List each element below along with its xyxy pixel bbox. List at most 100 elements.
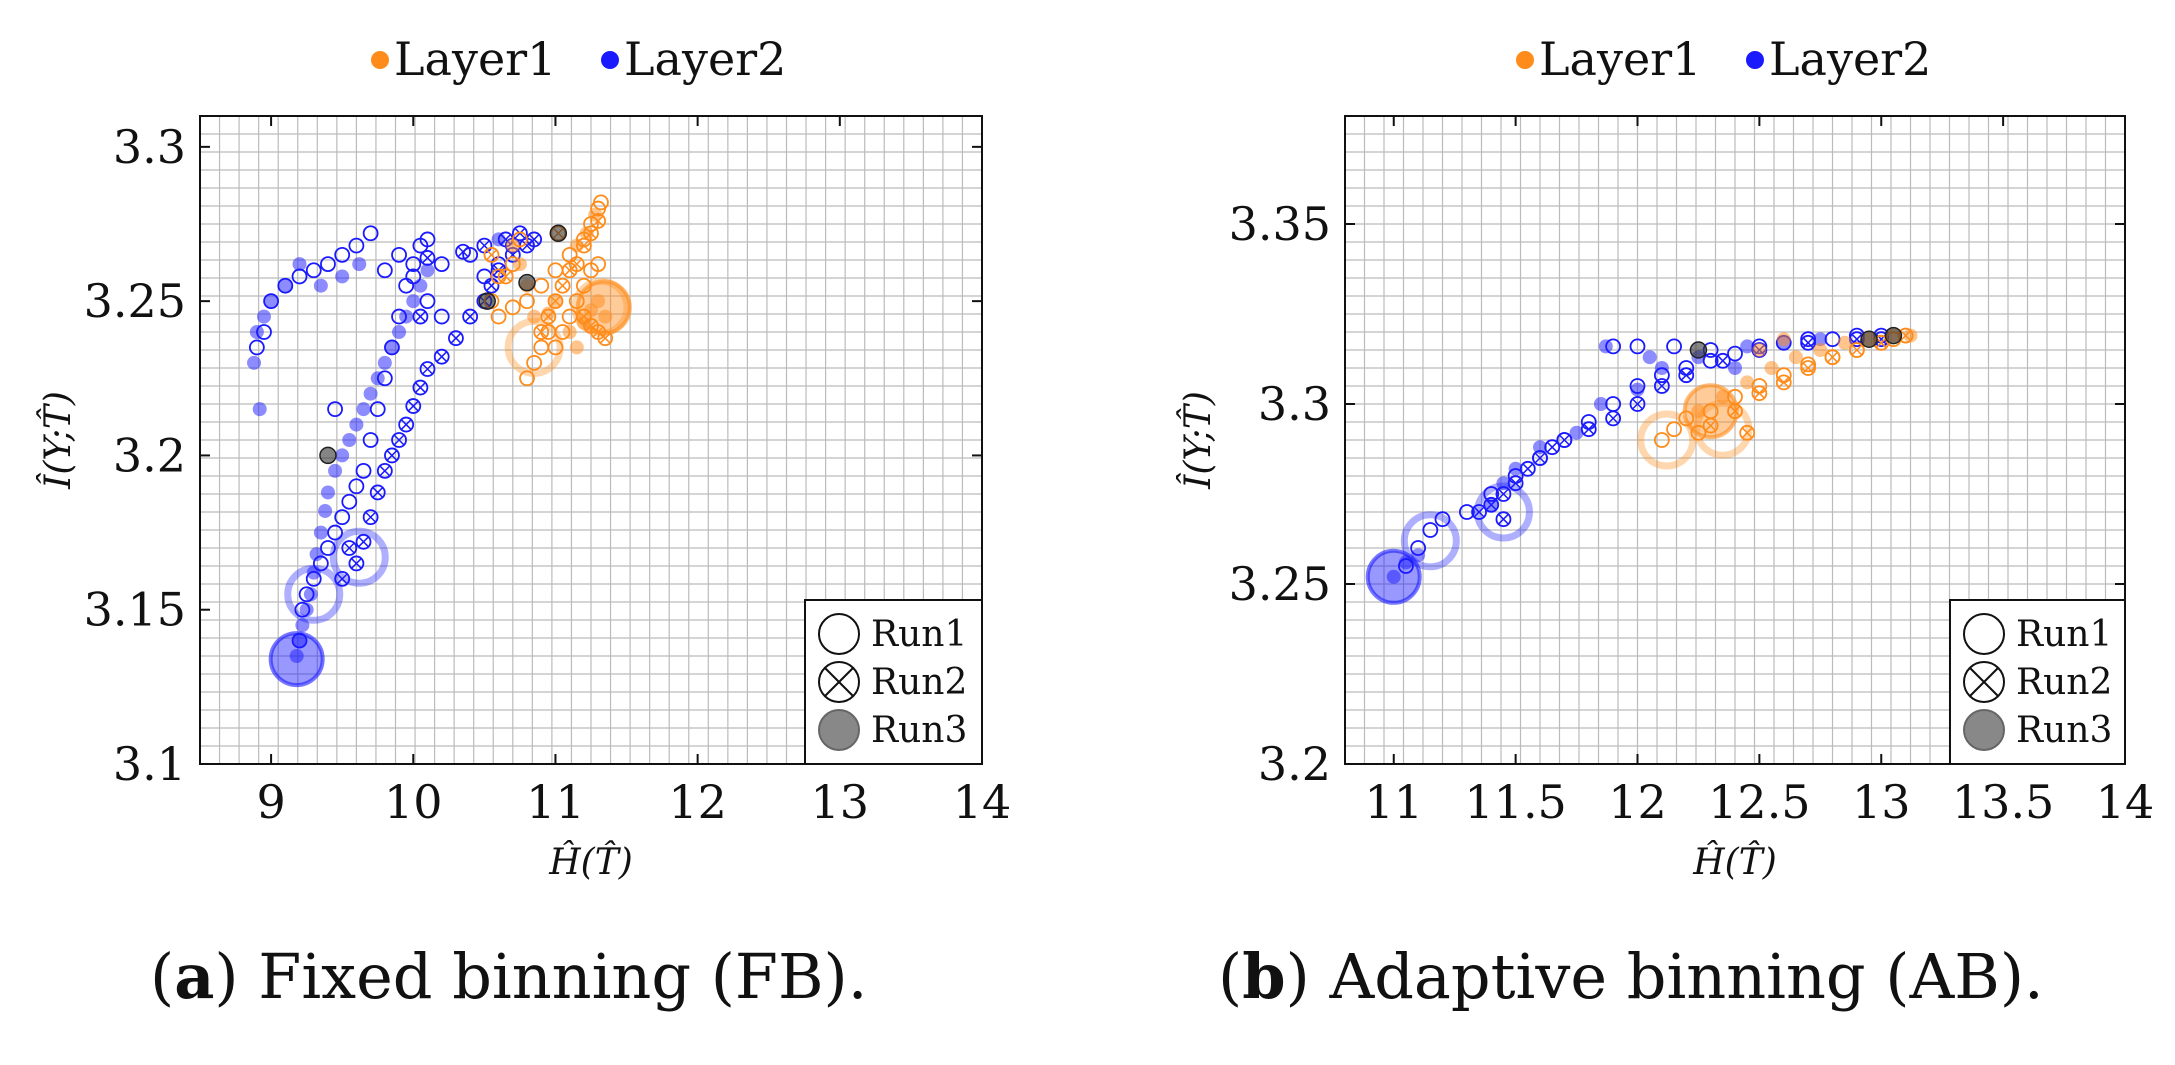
- marker-ring: [568, 256, 585, 273]
- legend-run-label: Run2: [2016, 662, 2112, 703]
- marker-ring: [433, 256, 450, 273]
- y-tick-label: 3.25: [1229, 557, 1331, 611]
- data-point: [519, 293, 535, 310]
- marker-ring: [391, 246, 407, 263]
- data-point: [1678, 367, 1695, 384]
- marker-ring: [1690, 424, 1707, 441]
- data-point: [1593, 397, 1608, 411]
- data-point: [291, 268, 308, 285]
- marker-ring: [1702, 417, 1719, 434]
- data-point: [533, 324, 550, 340]
- x-axis-label: Ĥ(T̂): [548, 840, 633, 883]
- marker-ring: [412, 379, 429, 396]
- data-point: [419, 231, 436, 248]
- data-point: [392, 325, 407, 339]
- marker-ring: [348, 237, 365, 254]
- x-tick-label: 13: [811, 775, 870, 829]
- data-point: [341, 493, 358, 510]
- data-point: [448, 330, 464, 347]
- marker-ring: [398, 416, 415, 433]
- data-point: [569, 238, 584, 253]
- marker-cross: [436, 351, 448, 363]
- data-point: [412, 308, 429, 325]
- data-point: [335, 269, 350, 284]
- marker-ring: [1714, 352, 1731, 369]
- x-tick-label: 12.5: [1708, 775, 1810, 829]
- legend-run-label: Run3: [2016, 710, 2112, 751]
- caption-b: (b) Adaptive binning (AB).: [1218, 940, 2044, 1013]
- y-tick-label: 3.1: [113, 737, 186, 791]
- big-marker: [575, 279, 632, 336]
- data-point: [1598, 339, 1613, 354]
- y-tick-label: 3.15: [84, 583, 186, 637]
- series-layer2-run3: [247, 232, 506, 688]
- x-tick-label: 13: [1852, 775, 1911, 829]
- marker-ring: [547, 339, 564, 356]
- highlight-point: [549, 224, 568, 243]
- data-point: [249, 325, 264, 339]
- marker-ring: [519, 370, 535, 387]
- data-point: [1630, 382, 1645, 397]
- y-axis-label: Î(Y;T̂): [36, 391, 79, 490]
- data-point: [541, 306, 556, 321]
- marker-ring: [348, 478, 365, 495]
- data-point: [1824, 349, 1841, 366]
- caption-a-label: a: [174, 940, 215, 1013]
- marker-ring: [483, 246, 500, 263]
- marker-ring: [419, 361, 436, 377]
- data-point: [391, 432, 407, 448]
- marker-ring: [384, 447, 400, 464]
- data-point: [1788, 350, 1803, 365]
- marker-ring: [327, 401, 343, 418]
- data-point: [295, 618, 310, 633]
- data-point: [1422, 522, 1439, 538]
- data-point: [547, 262, 564, 279]
- data-point: [1848, 342, 1865, 358]
- legend-run-label: Run1: [871, 614, 967, 655]
- data-point: [588, 207, 603, 222]
- marker-ring: [1556, 432, 1573, 448]
- marker-ring: [1629, 338, 1646, 355]
- legend-marker-run3: [818, 709, 860, 751]
- big-marker: [329, 527, 389, 587]
- marker-cross: [1851, 344, 1863, 356]
- data-point: [376, 262, 393, 279]
- marker-cross: [414, 382, 426, 394]
- data-point: [562, 325, 577, 339]
- marker-cross: [1510, 477, 1522, 489]
- legend-marker-run2: [1963, 661, 2005, 703]
- x-tick-label: 13.5: [1952, 775, 2054, 829]
- series-layer2-run1: [248, 225, 521, 649]
- legend-swatch-layer2: [1746, 51, 1764, 69]
- data-point: [1751, 385, 1768, 402]
- data-point: [1715, 389, 1730, 404]
- marker-ring: [554, 277, 571, 294]
- marker-ring: [334, 570, 351, 587]
- marker-cross: [571, 258, 583, 270]
- data-point: [355, 462, 372, 479]
- data-point: [320, 485, 335, 500]
- data-point: [363, 386, 378, 401]
- highlight-point: [319, 446, 337, 465]
- axis-frame: [199, 115, 983, 765]
- marker-ring: [320, 256, 336, 273]
- data-point: [328, 463, 343, 478]
- data-point: [1739, 424, 1756, 441]
- marker-ring: [362, 509, 379, 526]
- data-point: [1775, 374, 1792, 391]
- marker-cross: [421, 252, 434, 264]
- data-point: [334, 509, 351, 526]
- big-marker: [1637, 410, 1697, 470]
- marker-cross: [500, 270, 512, 282]
- data-point: [591, 294, 606, 309]
- data-point: [1642, 350, 1657, 365]
- marker-ring: [369, 484, 386, 501]
- data-point: [1629, 396, 1646, 412]
- marker-ring: [405, 268, 422, 285]
- marker-cross: [1778, 376, 1790, 388]
- data-point: [320, 540, 336, 556]
- data-point: [355, 533, 372, 550]
- legend-cross: [1969, 667, 1999, 697]
- marker-cross: [1741, 427, 1753, 439]
- data-point: [1702, 417, 1719, 434]
